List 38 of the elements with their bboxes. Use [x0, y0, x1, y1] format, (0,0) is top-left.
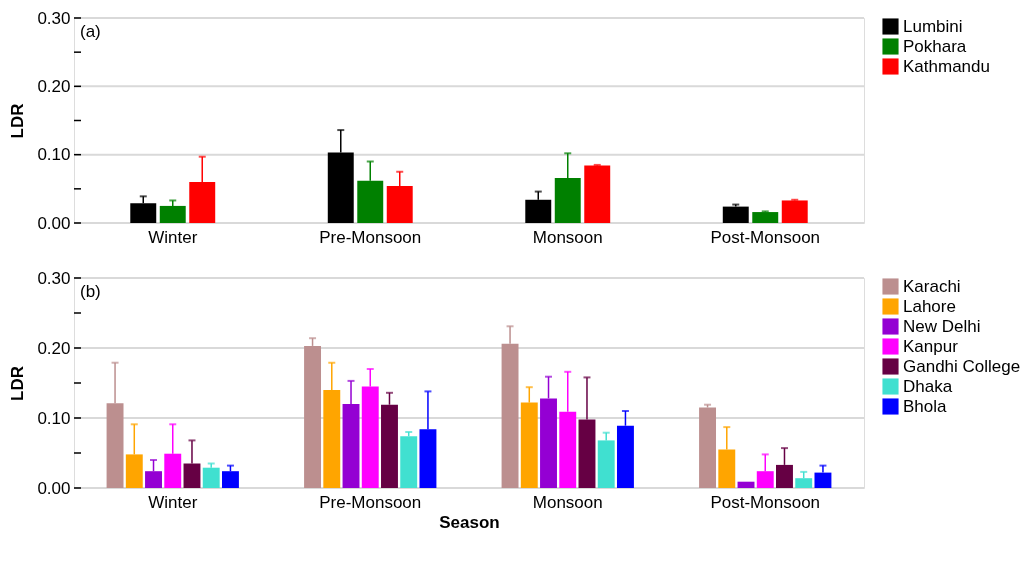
y-tick-label: 0.10	[37, 408, 71, 428]
y-tick-label: 0.30	[37, 268, 71, 288]
bar	[584, 165, 611, 223]
y-tick-label: 0.30	[37, 8, 71, 28]
bar	[737, 481, 755, 488]
y-axis-title: LDR	[8, 103, 28, 139]
legend-label: Lumbini	[903, 16, 963, 36]
legend-label: Dhaka	[903, 376, 953, 396]
x-tick-label: Pre-Monsoon	[319, 227, 422, 247]
y-tick-label: 0.10	[37, 145, 71, 165]
annotation: (a)	[80, 22, 101, 41]
legend-label: Kathmandu	[903, 56, 990, 76]
x-tick-label: Monsoon	[532, 227, 603, 247]
y-tick-label: 0.00	[37, 213, 71, 233]
y-tick-label: 0.20	[37, 76, 71, 96]
y-axis-title: LDR	[8, 366, 28, 401]
legend-label: Bhola	[903, 396, 948, 416]
x-tick-label: Post-Monsoon	[710, 492, 821, 512]
bar	[752, 212, 779, 223]
bar	[221, 471, 239, 488]
x-tick-label: Winter	[148, 492, 198, 512]
annotation: (b)	[80, 282, 101, 301]
legend-label: Lahore	[903, 296, 956, 316]
legend-label: New Delhi	[903, 316, 981, 336]
bar	[400, 436, 418, 488]
x-tick-label: Winter	[148, 227, 198, 247]
legend-label: Kanpur	[903, 336, 959, 356]
bar	[781, 200, 808, 223]
bar	[159, 205, 186, 223]
x-tick-label: Post-Monsoon	[710, 227, 821, 247]
legend-label: Karachi	[903, 276, 961, 296]
x-tick-label: Pre-Monsoon	[319, 492, 422, 512]
y-tick-label: 0.00	[37, 478, 71, 498]
legend-label: Gandhi College	[903, 356, 1021, 376]
y-tick-label: 0.20	[37, 338, 71, 358]
legend-label: Pokhara	[903, 36, 967, 56]
x-tick-label: Monsoon	[532, 492, 603, 512]
x-axis-title: Season	[439, 512, 500, 532]
